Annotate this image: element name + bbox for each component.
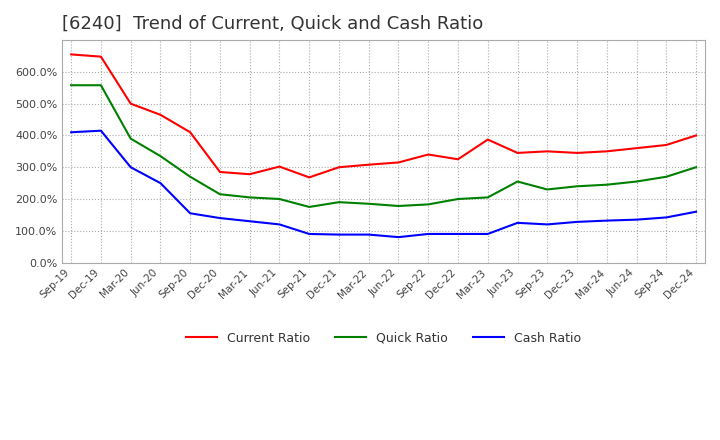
Current Ratio — [572, 150, 581, 156]
Quick Ratio — [454, 196, 462, 202]
Current Ratio — [305, 175, 313, 180]
Current Ratio — [246, 172, 254, 177]
Cash Ratio — [67, 130, 76, 135]
Line: Cash Ratio: Cash Ratio — [71, 131, 696, 237]
Current Ratio — [513, 150, 522, 156]
Quick Ratio — [246, 195, 254, 200]
Current Ratio — [215, 169, 224, 175]
Quick Ratio — [67, 83, 76, 88]
Current Ratio — [335, 165, 343, 170]
Current Ratio — [454, 157, 462, 162]
Quick Ratio — [572, 183, 581, 189]
Line: Current Ratio: Current Ratio — [71, 55, 696, 177]
Quick Ratio — [215, 191, 224, 197]
Quick Ratio — [603, 182, 611, 187]
Quick Ratio — [483, 195, 492, 200]
Current Ratio — [603, 149, 611, 154]
Cash Ratio — [424, 231, 433, 237]
Cash Ratio — [126, 165, 135, 170]
Current Ratio — [662, 142, 670, 147]
Cash Ratio — [156, 180, 165, 186]
Cash Ratio — [335, 232, 343, 237]
Current Ratio — [394, 160, 402, 165]
Cash Ratio — [632, 217, 641, 222]
Cash Ratio — [603, 218, 611, 223]
Cash Ratio — [543, 222, 552, 227]
Quick Ratio — [394, 203, 402, 209]
Cash Ratio — [572, 219, 581, 224]
Quick Ratio — [543, 187, 552, 192]
Cash Ratio — [96, 128, 105, 133]
Current Ratio — [67, 52, 76, 57]
Quick Ratio — [335, 199, 343, 205]
Quick Ratio — [186, 174, 194, 180]
Cash Ratio — [662, 215, 670, 220]
Current Ratio — [364, 162, 373, 167]
Current Ratio — [186, 130, 194, 135]
Cash Ratio — [364, 232, 373, 237]
Cash Ratio — [305, 231, 313, 237]
Quick Ratio — [126, 136, 135, 141]
Cash Ratio — [454, 231, 462, 237]
Current Ratio — [632, 146, 641, 151]
Quick Ratio — [424, 202, 433, 207]
Cash Ratio — [394, 235, 402, 240]
Current Ratio — [126, 101, 135, 106]
Cash Ratio — [692, 209, 701, 214]
Quick Ratio — [275, 196, 284, 202]
Current Ratio — [424, 152, 433, 157]
Current Ratio — [543, 149, 552, 154]
Quick Ratio — [96, 83, 105, 88]
Cash Ratio — [246, 219, 254, 224]
Quick Ratio — [305, 204, 313, 209]
Quick Ratio — [662, 174, 670, 180]
Text: [6240]  Trend of Current, Quick and Cash Ratio: [6240] Trend of Current, Quick and Cash … — [62, 15, 484, 33]
Quick Ratio — [632, 179, 641, 184]
Quick Ratio — [692, 165, 701, 170]
Cash Ratio — [215, 216, 224, 221]
Legend: Current Ratio, Quick Ratio, Cash Ratio: Current Ratio, Quick Ratio, Cash Ratio — [181, 327, 587, 350]
Current Ratio — [275, 164, 284, 169]
Cash Ratio — [186, 211, 194, 216]
Current Ratio — [483, 137, 492, 142]
Cash Ratio — [275, 222, 284, 227]
Quick Ratio — [156, 154, 165, 159]
Current Ratio — [96, 54, 105, 59]
Quick Ratio — [513, 179, 522, 184]
Cash Ratio — [483, 231, 492, 237]
Quick Ratio — [364, 201, 373, 206]
Current Ratio — [692, 133, 701, 138]
Line: Quick Ratio: Quick Ratio — [71, 85, 696, 207]
Current Ratio — [156, 112, 165, 117]
Cash Ratio — [513, 220, 522, 225]
